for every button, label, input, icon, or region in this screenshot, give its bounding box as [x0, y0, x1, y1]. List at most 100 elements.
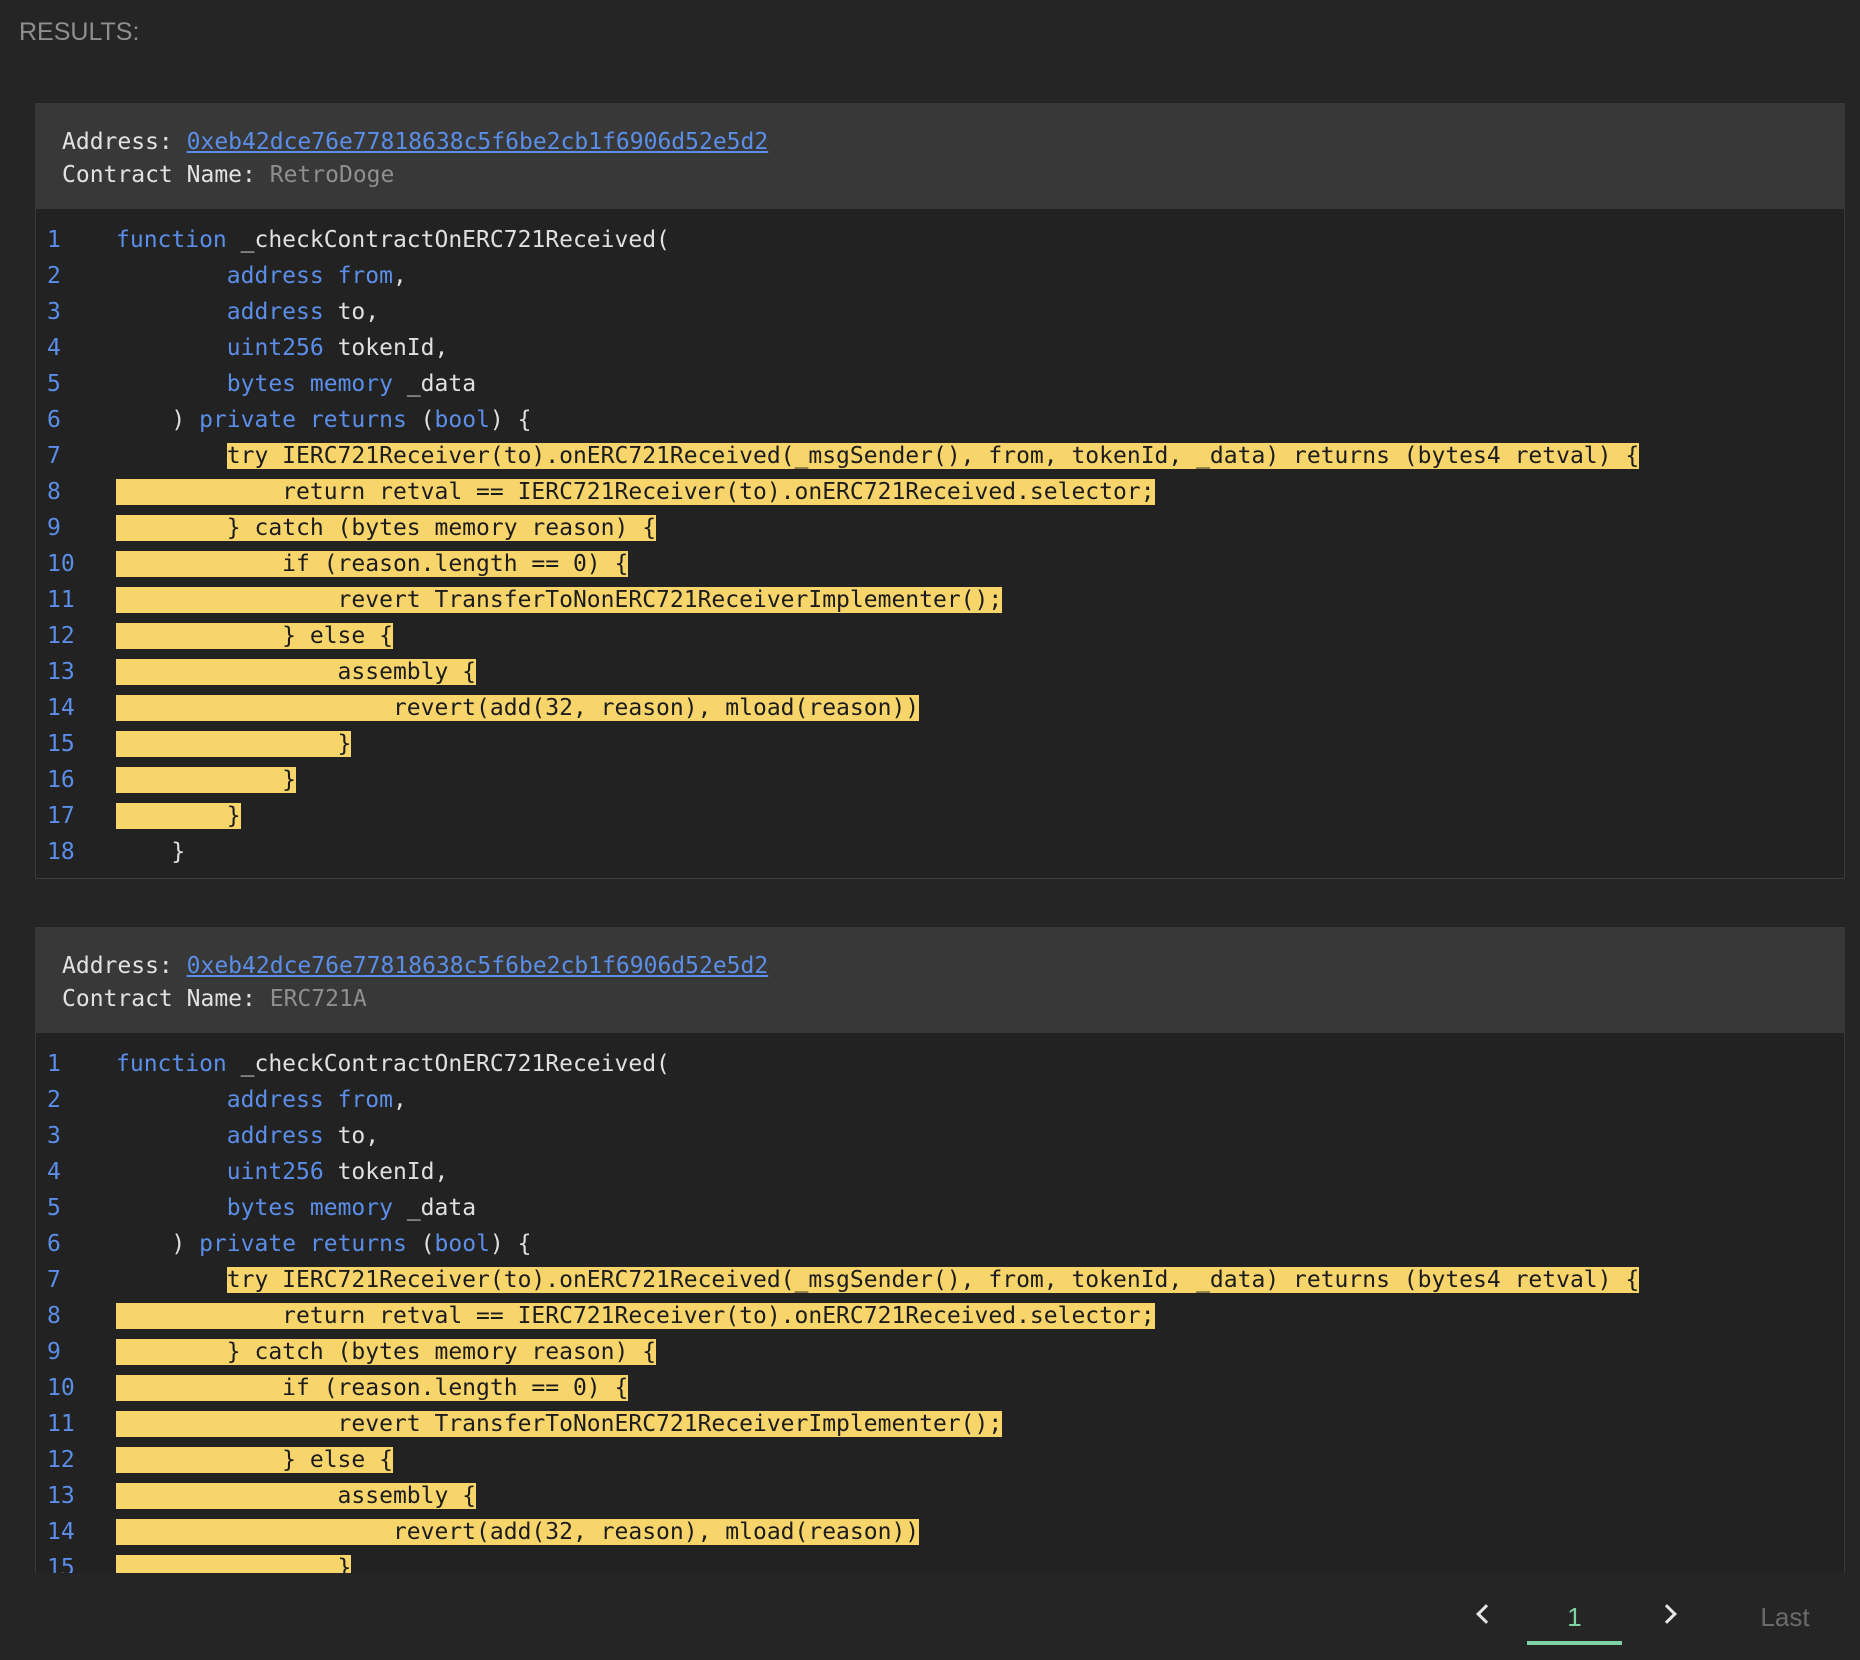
line-number: 12	[47, 1447, 75, 1473]
highlighted-code: assembly {	[116, 659, 477, 685]
code-keyword: memory	[309, 371, 393, 397]
code-text: ) private returns (bool) {	[116, 1226, 531, 1262]
code-line: 14 revert(add(32, reason), mload(reason)…	[36, 1514, 1844, 1550]
code-token: ,	[392, 1087, 407, 1113]
highlighted-code: revert TransferToNonERC721ReceiverImplem…	[116, 1411, 1003, 1437]
highlighted-code: return retval == IERC721Receiver(to).onE…	[116, 479, 1155, 505]
code-line: 13 assembly {	[36, 654, 1844, 690]
address-label: Address:	[62, 953, 173, 979]
code-text: } else {	[116, 618, 393, 654]
result-card-header: Address: 0xeb42dce76e77818638c5f6be2cb1f…	[36, 928, 1844, 1033]
chevron-left-icon	[1476, 1604, 1496, 1624]
code-line: 12 } else {	[36, 618, 1844, 654]
highlighted-code: } catch (bytes memory reason) {	[116, 1339, 657, 1365]
code-keyword: returns	[309, 407, 407, 433]
code-text: bytes memory _data	[116, 366, 476, 402]
line-number: 10	[47, 551, 75, 577]
code-text: return retval == IERC721Receiver(to).onE…	[116, 474, 1155, 510]
code-token	[324, 1087, 338, 1113]
code-keyword: uint256	[226, 1159, 324, 1185]
code-text: try IERC721Receiver(to).onERC721Received…	[116, 1262, 1640, 1298]
line-number: 5	[47, 371, 61, 397]
code-token: to,	[323, 1123, 380, 1149]
code-text: if (reason.length == 0) {	[116, 1370, 629, 1406]
code-keyword: from	[337, 1087, 393, 1113]
code-line: 8 return retval == IERC721Receiver(to).o…	[36, 1298, 1844, 1334]
code-line: 15 }	[36, 1550, 1844, 1573]
line-number: 1	[47, 227, 61, 253]
address-link[interactable]: 0xeb42dce76e77818638c5f6be2cb1f6906d52e5…	[186, 953, 769, 979]
code-token: _data	[392, 1195, 477, 1221]
code-keyword: bool	[434, 1231, 490, 1257]
line-number: 7	[47, 443, 61, 469]
code-block: 1 function _checkContractOnERC721Received…	[36, 209, 1844, 878]
line-number: 3	[47, 299, 61, 325]
address-link[interactable]: 0xeb42dce76e77818638c5f6be2cb1f6906d52e5…	[186, 129, 769, 155]
code-line: 10 if (reason.length == 0) {	[36, 546, 1844, 582]
code-text: function _checkContractOnERC721Received(	[116, 222, 670, 258]
line-number: 9	[47, 1339, 61, 1365]
line-number: 12	[47, 623, 75, 649]
code-text: if (reason.length == 0) {	[116, 546, 629, 582]
code-text: } catch (bytes memory reason) {	[116, 1334, 657, 1370]
code-keyword: from	[337, 263, 393, 289]
code-token: )	[171, 1231, 200, 1257]
next-page-button[interactable]	[1650, 1587, 1690, 1647]
code-text: uint256 tokenId,	[116, 330, 449, 366]
code-token: _data	[392, 371, 477, 397]
code-line: 2 address from,	[36, 258, 1844, 294]
code-keyword: address	[226, 299, 324, 325]
line-number: 14	[47, 695, 75, 721]
code-line: 1 function _checkContractOnERC721Received…	[36, 222, 1844, 258]
code-line: 13 assembly {	[36, 1478, 1844, 1514]
results-label: RESULTS:	[19, 18, 140, 46]
code-text: ) private returns (bool) {	[116, 402, 531, 438]
contract-name-label: Contract Name:	[62, 986, 256, 1012]
page-1-button[interactable]: 1	[1567, 1602, 1582, 1632]
prev-page-button[interactable]	[1463, 1587, 1503, 1647]
code-text: uint256 tokenId,	[116, 1154, 449, 1190]
code-line: 9 } catch (bytes memory reason) {	[36, 1334, 1844, 1370]
line-number: 4	[47, 335, 61, 361]
line-number: 4	[47, 1159, 61, 1185]
code-text: address to,	[116, 294, 379, 330]
result-card: Address: 0xeb42dce76e77818638c5f6be2cb1f…	[35, 103, 1845, 879]
code-token: tokenId,	[323, 1159, 449, 1185]
highlighted-code: return retval == IERC721Receiver(to).onE…	[116, 1303, 1155, 1329]
code-text: address from,	[116, 258, 407, 294]
code-line: 1 function _checkContractOnERC721Received…	[36, 1046, 1844, 1082]
code-line: 6 ) private returns (bool) {	[36, 1226, 1844, 1262]
code-line: 14 revert(add(32, reason), mload(reason)…	[36, 690, 1844, 726]
code-token: to,	[323, 299, 380, 325]
code-token	[296, 371, 310, 397]
highlighted-code: revert(add(32, reason), mload(reason))	[116, 695, 920, 721]
line-number: 11	[47, 587, 75, 613]
results-scroll-area[interactable]: RESULTS: Address: 0xeb42dce76e77818638c5…	[0, 0, 1860, 1573]
highlighted-code: } catch (bytes memory reason) {	[116, 515, 657, 541]
line-number: 8	[47, 1303, 61, 1329]
code-keyword: address	[226, 263, 324, 289]
result-card-header: Address: 0xeb42dce76e77818638c5f6be2cb1f…	[36, 104, 1844, 209]
highlighted-code: if (reason.length == 0) {	[116, 551, 629, 577]
line-number: 11	[47, 1411, 75, 1437]
code-line: 16 }	[36, 762, 1844, 798]
last-page-button[interactable]: Last	[1760, 1602, 1810, 1632]
code-text: assembly {	[116, 1478, 477, 1514]
active-page-indicator	[1527, 1641, 1622, 1645]
code-line: 11 revert TransferToNonERC721ReceiverImp…	[36, 1406, 1844, 1442]
code-text: return retval == IERC721Receiver(to).onE…	[116, 1298, 1155, 1334]
code-text: assembly {	[116, 654, 477, 690]
code-token: )	[171, 407, 200, 433]
line-number: 3	[47, 1123, 61, 1149]
code-keyword: bytes	[226, 1195, 297, 1221]
highlighted-code: revert TransferToNonERC721ReceiverImplem…	[116, 587, 1003, 613]
line-number: 15	[47, 731, 75, 757]
code-keyword: address	[226, 1087, 324, 1113]
highlighted-code: }	[116, 731, 352, 757]
code-text: function _checkContractOnERC721Received(	[116, 1046, 670, 1082]
code-keyword: uint256	[226, 335, 324, 361]
line-number: 17	[47, 803, 75, 829]
code-line: 17 }	[36, 798, 1844, 834]
code-token: ,	[392, 263, 407, 289]
line-number: 6	[47, 407, 61, 433]
